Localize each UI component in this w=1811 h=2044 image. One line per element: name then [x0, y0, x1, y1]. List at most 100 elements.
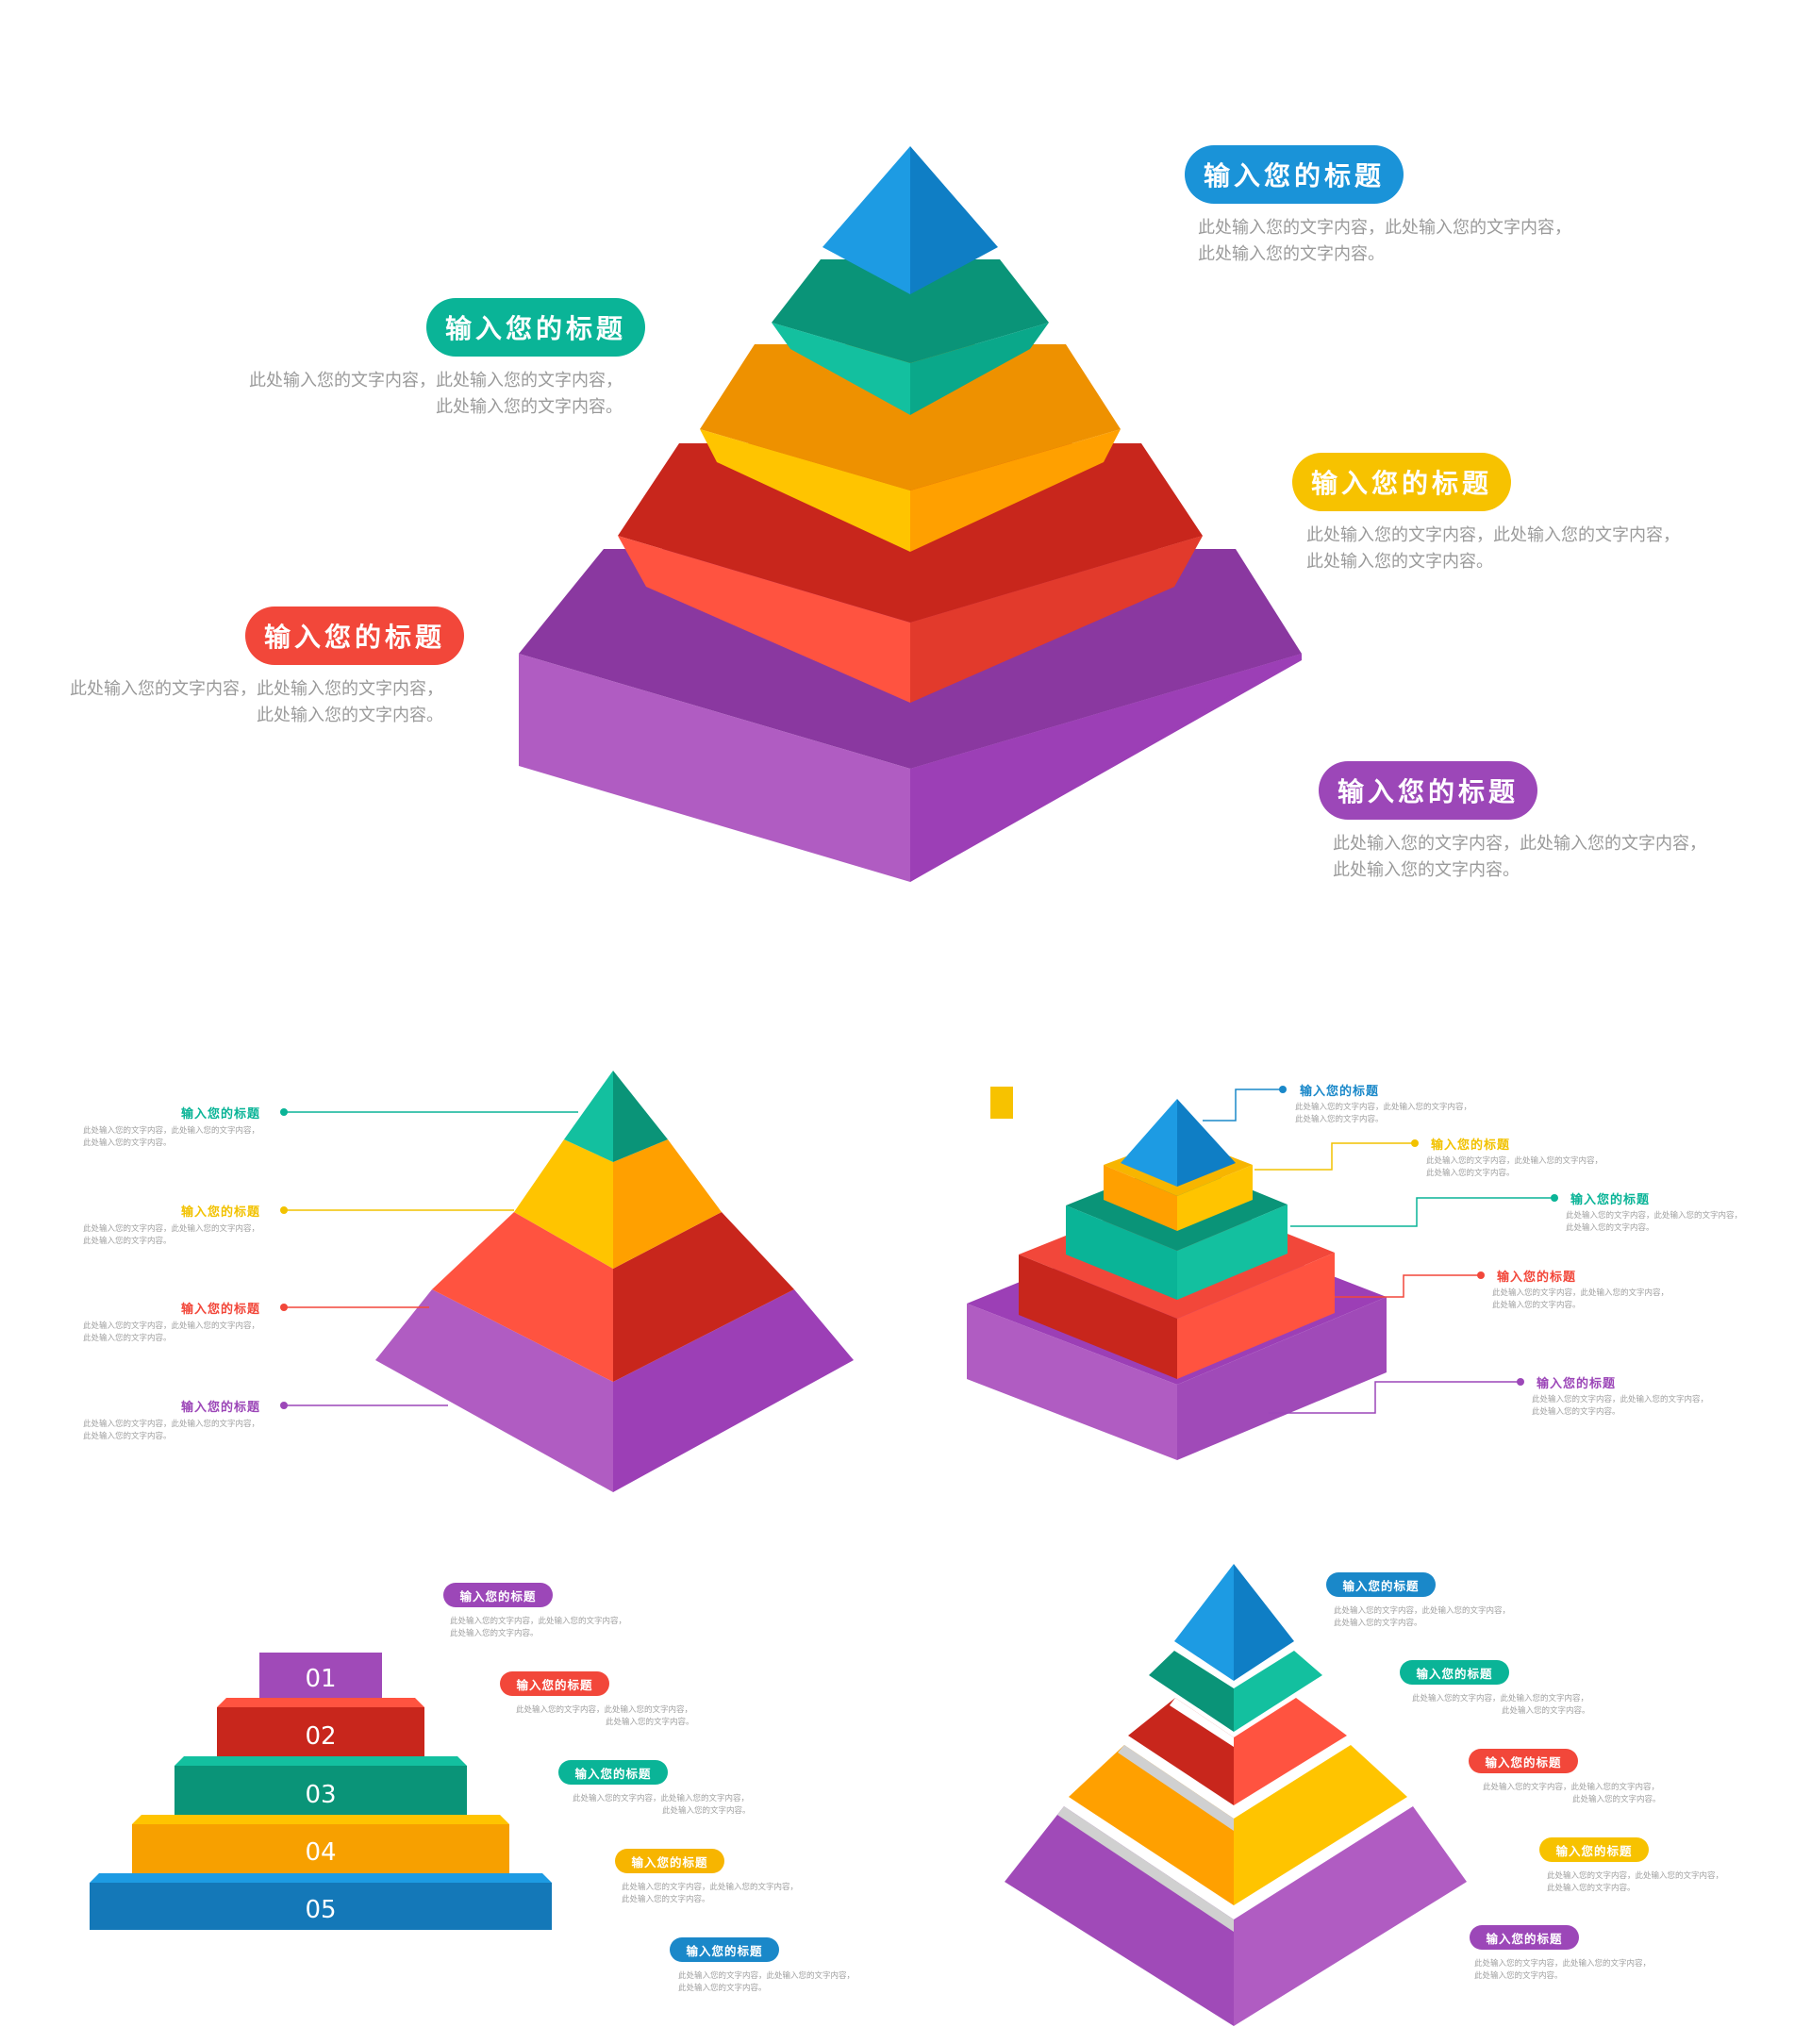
big-pyramid-green-tier-right [910, 323, 1049, 415]
big-body-purple-line1: 此处输入您的文字内容，此处输入您的文字内容， [1333, 834, 1706, 854]
big-pyramid-blue-top-left [822, 146, 910, 294]
seg-body-green-line2: 此处输入您的文字内容。 [1502, 1706, 1590, 1716]
seg-title-pill-blue: 输入您的标题 [1326, 1572, 1436, 1597]
triangle-pyramid-red-right [613, 1212, 794, 1382]
step-01 [259, 1653, 382, 1698]
step-title-green: 输入您的标题 [1570, 1193, 1651, 1207]
step-body-yellow: 此处输入您的文字内容，此处输入您的文字内容， 此处输入您的文字内容。 [1426, 1155, 1603, 1180]
seg-body-red-line2: 此处输入您的文字内容。 [1572, 1795, 1661, 1804]
num-title-pill-purple: 输入您的标题 [443, 1583, 553, 1607]
num-body-green-line2: 此处输入您的文字内容。 [662, 1806, 751, 1816]
seg-title-pill-purple: 输入您的标题 [1470, 1925, 1579, 1950]
big-pyramid-purple-tier-left [519, 654, 910, 882]
stepped-pyramid-blue-right [1177, 1099, 1236, 1187]
numbered-steps: 01 02 03 04 05 [90, 1653, 552, 1930]
num-body-red-line1: 此处输入您的文字内容，此处输入您的文字内容， [516, 1705, 693, 1715]
stepped-pyramid-green-right [1177, 1205, 1288, 1300]
step-body-red-line1: 此处输入您的文字内容，此处输入您的文字内容， [1492, 1288, 1670, 1298]
segmented-pyramid-green-left [1149, 1651, 1234, 1732]
seg-title-green: 输入您的标题 [1416, 1666, 1493, 1681]
big-title-red: 输入您的标题 [263, 622, 445, 653]
step-05 [90, 1883, 552, 1930]
step-body-yellow-line2: 此处输入您的文字内容。 [1426, 1169, 1515, 1178]
num-title-pill-red: 输入您的标题 [500, 1671, 609, 1696]
num-title-blue: 输入您的标题 [686, 1943, 763, 1958]
tri-body-purple: 此处输入您的文字内容，此处输入您的文字内容， 此处输入您的文字内容。 [83, 1419, 259, 1443]
step-body-purple-line2: 此处输入您的文字内容。 [1532, 1407, 1620, 1417]
step-03 [174, 1766, 467, 1815]
seg-title-red: 输入您的标题 [1485, 1754, 1562, 1770]
step-body-green: 此处输入您的文字内容，此处输入您的文字内容， 此处输入您的文字内容。 [1566, 1210, 1742, 1235]
step-body-green-line1: 此处输入您的文字内容，此处输入您的文字内容， [1566, 1211, 1743, 1221]
triangle-pyramid [375, 1071, 854, 1492]
segmented-pyramid-blue-right [1234, 1564, 1294, 1681]
num-body-blue-line2: 此处输入您的文字内容。 [678, 1984, 767, 1993]
tri-body-green-line2: 此处输入您的文字内容。 [83, 1138, 172, 1148]
num-title-red: 输入您的标题 [516, 1677, 593, 1692]
step-body-yellow-line1: 此处输入您的文字内容，此处输入您的文字内容， [1426, 1156, 1603, 1166]
step-number-01: 01 [305, 1665, 336, 1693]
step-body-blue-line2: 此处输入您的文字内容。 [1295, 1115, 1384, 1124]
num-body-purple: 此处输入您的文字内容，此处输入您的文字内容， 此处输入您的文字内容。 [450, 1616, 626, 1640]
seg-body-blue-line1: 此处输入您的文字内容，此处输入您的文字内容， [1334, 1606, 1511, 1616]
seg-title-yellow: 输入您的标题 [1555, 1843, 1633, 1858]
num-body-purple-line1: 此处输入您的文字内容，此处输入您的文字内容， [450, 1617, 627, 1626]
big-pyramid-green-tier-top [772, 259, 1049, 363]
triangle-pyramid-purple-right [613, 1289, 854, 1492]
step-04 [132, 1824, 509, 1873]
num-title-pill-yellow: 输入您的标题 [615, 1849, 724, 1873]
big-pyramid-red-tier-left [618, 536, 910, 703]
triangle-pyramid-yellow-right [613, 1139, 722, 1269]
stepped-pyramid-yellow-right [1177, 1165, 1253, 1231]
big-body-green: 此处输入您的文字内容，此处输入您的文字内容， 此处输入您的文字内容。 [226, 368, 623, 421]
big-body-purple-line2: 此处输入您的文字内容。 [1333, 860, 1520, 880]
seg-body-yellow: 此处输入您的文字内容，此处输入您的文字内容， 此处输入您的文字内容。 [1547, 1870, 1723, 1895]
num-body-green-line1: 此处输入您的文字内容，此处输入您的文字内容， [573, 1794, 750, 1803]
seg-body-green: 此处输入您的文字内容，此处输入您的文字内容， 此处输入您的文字内容。 [1412, 1693, 1590, 1718]
seg-body-purple-line2: 此处输入您的文字内容。 [1474, 1971, 1563, 1981]
tri-body-red-line1: 此处输入您的文字内容，此处输入您的文字内容， [83, 1321, 260, 1331]
seg-body-blue-line2: 此处输入您的文字内容。 [1334, 1619, 1422, 1628]
seg-title-purple: 输入您的标题 [1486, 1931, 1563, 1946]
big-body-blue-line2: 此处输入您的文字内容。 [1198, 244, 1385, 264]
big-title-pill-red: 输入您的标题 [245, 607, 464, 665]
step-02 [217, 1707, 424, 1756]
big-title-blue: 输入您的标题 [1203, 160, 1385, 191]
stepped-pyramid-red-left [1019, 1255, 1177, 1379]
step-title-red: 输入您的标题 [1497, 1271, 1577, 1285]
segmented-pyramid-purple-right [1234, 1806, 1467, 2026]
big-title-pill-purple: 输入您的标题 [1319, 761, 1537, 820]
big-pyramid [519, 146, 1302, 882]
num-title-yellow: 输入您的标题 [631, 1854, 708, 1870]
big-title-yellow: 输入您的标题 [1310, 468, 1492, 499]
step-body-purple: 此处输入您的文字内容，此处输入您的文字内容， 此处输入您的文字内容。 [1532, 1394, 1708, 1419]
seg-body-yellow-line1: 此处输入您的文字内容，此处输入您的文字内容， [1547, 1871, 1724, 1881]
tri-body-red: 此处输入您的文字内容，此处输入您的文字内容， 此处输入您的文字内容。 [83, 1321, 259, 1345]
big-body-red-line1: 此处输入您的文字内容，此处输入您的文字内容， [70, 679, 443, 699]
num-body-red: 此处输入您的文字内容，此处输入您的文字内容， 此处输入您的文字内容。 [516, 1704, 694, 1729]
segmented-pyramid [1005, 1564, 1467, 2026]
seg-body-green-line1: 此处输入您的文字内容，此处输入您的文字内容， [1412, 1694, 1589, 1703]
step-body-blue: 此处输入您的文字内容，此处输入您的文字内容， 此处输入您的文字内容。 [1295, 1102, 1471, 1126]
tri-title-yellow: 输入您的标题 [181, 1205, 261, 1220]
seg-body-purple: 此处输入您的文字内容，此处输入您的文字内容， 此处输入您的文字内容。 [1474, 1958, 1651, 1983]
big-pyramid-yellow-tier-right [910, 429, 1121, 552]
step-body-blue-line1: 此处输入您的文字内容，此处输入您的文字内容， [1295, 1103, 1472, 1112]
seg-title-pill-red: 输入您的标题 [1469, 1749, 1578, 1773]
tri-title-green: 输入您的标题 [181, 1107, 261, 1122]
big-body-purple: 此处输入您的文字内容，此处输入您的文字内容， 此处输入您的文字内容。 [1333, 831, 1706, 884]
tri-title-red: 输入您的标题 [181, 1303, 261, 1317]
step-title-purple: 输入您的标题 [1537, 1377, 1617, 1391]
tri-body-yellow: 此处输入您的文字内容，此处输入您的文字内容， 此处输入您的文字内容。 [83, 1223, 259, 1248]
seg-title-pill-green: 输入您的标题 [1400, 1660, 1509, 1685]
step-body-red-line2: 此处输入您的文字内容。 [1492, 1301, 1581, 1310]
big-body-red-line2: 此处输入您的文字内容。 [257, 706, 443, 725]
tri-body-red-line2: 此处输入您的文字内容。 [83, 1334, 172, 1343]
num-title-green: 输入您的标题 [574, 1766, 652, 1781]
step-title-blue: 输入您的标题 [1300, 1085, 1380, 1099]
num-body-blue-line1: 此处输入您的文字内容，此处输入您的文字内容， [678, 1971, 856, 1981]
step-number-03: 03 [305, 1781, 336, 1809]
seg-body-red-line1: 此处输入您的文字内容，此处输入您的文字内容， [1483, 1783, 1660, 1792]
triangle-pyramid-green-left [564, 1071, 613, 1162]
